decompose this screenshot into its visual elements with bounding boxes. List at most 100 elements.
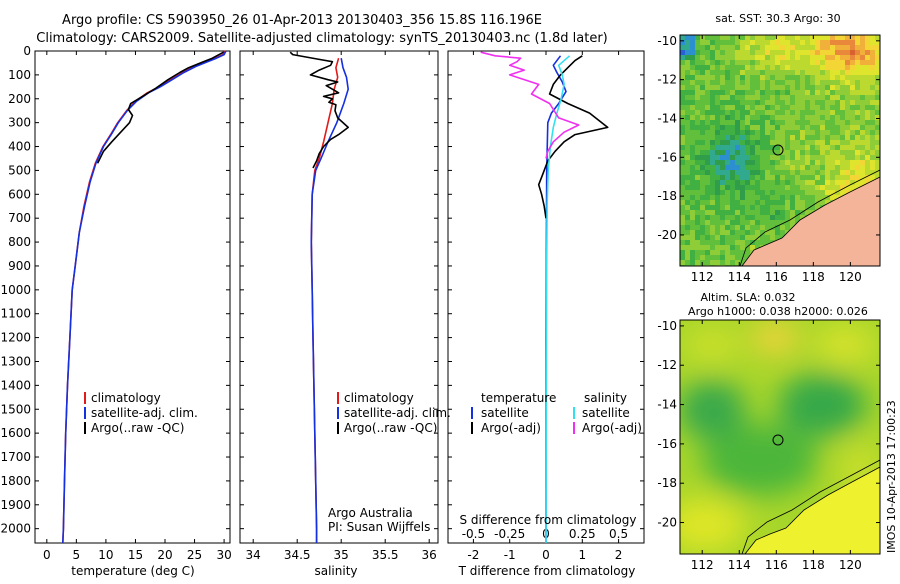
sst-cell <box>850 90 855 95</box>
sst-cell <box>775 35 780 40</box>
sst-cell <box>815 160 820 165</box>
sst-cell <box>725 200 730 205</box>
sst-cell <box>780 225 785 230</box>
sst-cell <box>765 200 770 205</box>
sst-cell <box>775 215 780 220</box>
sst-cell <box>720 220 725 225</box>
sst-cell <box>725 110 730 115</box>
sst-cell <box>795 45 800 50</box>
sst-cell <box>755 135 760 140</box>
sst-cell <box>770 110 775 115</box>
sst-cell <box>750 145 755 150</box>
sst-cell <box>715 75 720 80</box>
sst-cell <box>770 190 775 195</box>
sst-cell <box>720 250 725 255</box>
sst-cell <box>775 155 780 160</box>
sst-cell <box>685 120 690 125</box>
sst-cell <box>760 95 765 100</box>
sst-cell <box>820 110 825 115</box>
sst-cell <box>855 80 860 85</box>
sst-cell <box>780 210 785 215</box>
sst-cell <box>850 115 855 120</box>
y-tick-label: 100 <box>8 68 31 82</box>
salinity-plot: 34 34.5 35 35.5 36 <box>240 50 438 562</box>
sst-cell <box>715 55 720 60</box>
map-x-tick-label: 120 <box>839 558 862 572</box>
sst-cell <box>780 45 785 50</box>
sst-cell <box>745 45 750 50</box>
sst-cell <box>785 125 790 130</box>
sst-cell <box>830 140 835 145</box>
sst-cell <box>755 50 760 55</box>
sst-cell <box>845 135 850 140</box>
sst-cell <box>695 240 700 245</box>
sst-cell <box>710 190 715 195</box>
sst-cell <box>735 130 740 135</box>
sst-cell <box>735 200 740 205</box>
sst-cell <box>715 190 720 195</box>
sst-cell <box>860 180 865 185</box>
sst-cell <box>845 160 850 165</box>
sst-cell <box>775 165 780 170</box>
sst-cell <box>835 45 840 50</box>
sla-isobath <box>741 459 880 554</box>
sst-cell <box>835 110 840 115</box>
sst-cell <box>780 185 785 190</box>
sst-cell <box>715 225 720 230</box>
sst-cell <box>875 65 880 70</box>
sst-cell <box>790 155 795 160</box>
sst-cell <box>865 165 870 170</box>
sst-cell <box>805 55 810 60</box>
sst-cell <box>740 160 745 165</box>
sst-cell <box>725 225 730 230</box>
sst-cell <box>790 210 795 215</box>
sst-cell <box>695 210 700 215</box>
sst-cell <box>730 65 735 70</box>
sst-cell <box>695 150 700 155</box>
sst-cell <box>770 35 775 40</box>
sst-cell <box>695 95 700 100</box>
sst-cell <box>725 130 730 135</box>
sst-cell <box>790 100 795 105</box>
sst-cell <box>690 180 695 185</box>
sst-cell <box>725 80 730 85</box>
sst-cell <box>735 150 740 155</box>
sst-cell <box>715 110 720 115</box>
sst-cell <box>795 75 800 80</box>
sst-cell <box>715 165 720 170</box>
sst-cell <box>750 55 755 60</box>
sst-cell <box>840 125 845 130</box>
sst-cell <box>815 180 820 185</box>
sst-cell <box>800 85 805 90</box>
sst-cell <box>705 245 710 250</box>
sst-cell <box>725 210 730 215</box>
sst-cell <box>775 40 780 45</box>
sst-map-axes: 112 114 116 118 120-10-12-14-16-18-20 <box>657 34 880 284</box>
sst-cell <box>790 40 795 45</box>
sst-cell <box>785 130 790 135</box>
sst-cell <box>750 165 755 170</box>
sst-cell <box>785 215 790 220</box>
sst-cell <box>745 75 750 80</box>
sst-cell <box>840 105 845 110</box>
sst-cell <box>870 160 875 165</box>
sst-cell <box>760 100 765 105</box>
sst-cell <box>730 215 735 220</box>
sst-cell <box>740 45 745 50</box>
map-x-tick-label: 114 <box>728 270 751 284</box>
sst-cell <box>740 215 745 220</box>
x-tick-label: 34.5 <box>284 548 311 562</box>
sst-cell <box>745 220 750 225</box>
sst-cell <box>750 90 755 95</box>
sst-cell <box>870 45 875 50</box>
sst-cell <box>825 165 830 170</box>
sst-cell <box>780 190 785 195</box>
sst-cell <box>705 45 710 50</box>
sst-cell <box>715 205 720 210</box>
sla-blob <box>778 373 866 437</box>
sst-cell <box>775 125 780 130</box>
sst-cell <box>830 120 835 125</box>
sst-cell <box>680 210 685 215</box>
sst-cell <box>735 195 740 200</box>
sst-cell <box>860 125 865 130</box>
